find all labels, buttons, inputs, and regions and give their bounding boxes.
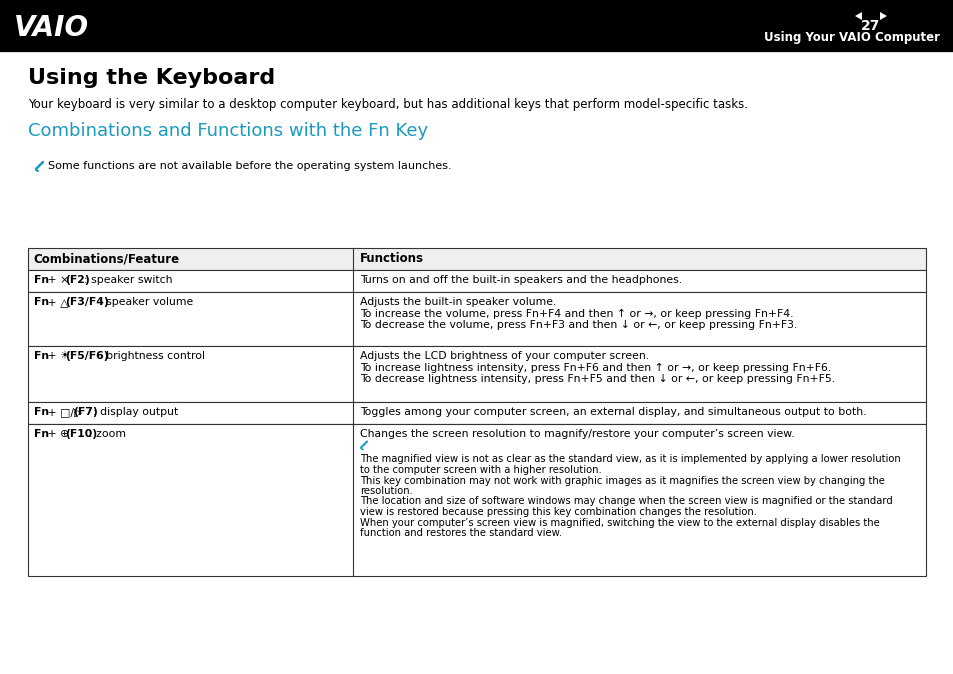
Text: Combinations/Feature: Combinations/Feature	[33, 252, 179, 265]
Text: (F10): (F10)	[65, 429, 97, 439]
Text: Your keyboard is very similar to a desktop computer keyboard, but has additional: Your keyboard is very similar to a deskt…	[28, 98, 747, 111]
Bar	[0, 0, 953, 52]
Text: When your computer’s screen view is magnified, switching the view to the externa: When your computer’s screen view is magn…	[359, 518, 879, 528]
Text: Fn: Fn	[34, 297, 49, 307]
Text: Fn: Fn	[34, 407, 49, 417]
Text: + ×: + ×	[44, 275, 72, 285]
Text: To decrease the volume, press Fn+F3 and then ↓ or ←, or keep pressing Fn+F3.: To decrease the volume, press Fn+F3 and …	[359, 320, 797, 330]
Text: (F5/F6): (F5/F6)	[65, 351, 109, 361]
Text: Fn: Fn	[34, 351, 49, 361]
Text: Functions: Functions	[359, 252, 424, 265]
Text: Changes the screen resolution to magnify/restore your computer’s screen view.: Changes the screen resolution to magnify…	[359, 429, 794, 439]
Text: (F7): (F7)	[73, 407, 98, 417]
Text: The location and size of software windows may change when the screen view is mag: The location and size of software window…	[359, 497, 892, 506]
Text: : zoom: : zoom	[90, 429, 126, 439]
Text: This key combination may not work with graphic images as it magnifies the screen: This key combination may not work with g…	[359, 475, 884, 485]
Text: + △: + △	[44, 297, 71, 307]
Text: + ☀: + ☀	[44, 351, 73, 361]
Text: + □/▷: + □/▷	[44, 407, 86, 417]
Text: Toggles among your computer screen, an external display, and simultaneous output: Toggles among your computer screen, an e…	[359, 407, 865, 417]
Text: 27: 27	[861, 19, 880, 33]
Text: view is restored because pressing this key combination changes the resolution.: view is restored because pressing this k…	[359, 507, 757, 517]
Text: The magnified view is not as clear as the standard view, as it is implemented by: The magnified view is not as clear as th…	[359, 454, 900, 464]
Bar	[28, 346, 925, 402]
Bar	[28, 248, 925, 270]
Text: To increase the volume, press Fn+F4 and then ↑ or →, or keep pressing Fn+F4.: To increase the volume, press Fn+F4 and …	[359, 309, 793, 319]
Text: Fn: Fn	[34, 275, 49, 285]
Text: Turns on and off the built-in speakers and the headphones.: Turns on and off the built-in speakers a…	[359, 275, 681, 285]
Text: Combinations and Functions with the Fn Key: Combinations and Functions with the Fn K…	[28, 122, 428, 140]
Text: : display output: : display output	[92, 407, 178, 417]
Polygon shape	[879, 12, 886, 20]
Text: + ⊕: + ⊕	[44, 429, 72, 439]
Polygon shape	[854, 12, 862, 20]
Bar	[28, 402, 925, 424]
Text: Adjusts the built-in speaker volume.: Adjusts the built-in speaker volume.	[359, 297, 556, 307]
Text: VAIO: VAIO	[14, 14, 89, 42]
Text: (F3/F4): (F3/F4)	[65, 297, 109, 307]
Text: function and restores the standard view.: function and restores the standard view.	[359, 528, 561, 538]
Bar	[28, 292, 925, 346]
Text: To decrease lightness intensity, press Fn+F5 and then ↓ or ←, or keep pressing F: To decrease lightness intensity, press F…	[359, 374, 834, 384]
Bar	[28, 424, 925, 576]
Text: : speaker volume: : speaker volume	[99, 297, 193, 307]
Text: Using the Keyboard: Using the Keyboard	[28, 68, 275, 88]
Text: Adjusts the LCD brightness of your computer screen.: Adjusts the LCD brightness of your compu…	[359, 351, 649, 361]
Text: To increase lightness intensity, press Fn+F6 and then ↑ or →, or keep pressing F: To increase lightness intensity, press F…	[359, 363, 830, 373]
Text: Fn: Fn	[34, 429, 49, 439]
Text: to the computer screen with a higher resolution.: to the computer screen with a higher res…	[359, 465, 601, 475]
Text: (F2): (F2)	[65, 275, 90, 285]
Text: : speaker switch: : speaker switch	[84, 275, 172, 285]
Text: Some functions are not available before the operating system launches.: Some functions are not available before …	[48, 161, 451, 171]
Text: Using Your VAIO Computer: Using Your VAIO Computer	[763, 30, 939, 44]
Text: resolution.: resolution.	[359, 486, 413, 496]
Bar	[28, 270, 925, 292]
Text: : brightness control: : brightness control	[99, 351, 205, 361]
